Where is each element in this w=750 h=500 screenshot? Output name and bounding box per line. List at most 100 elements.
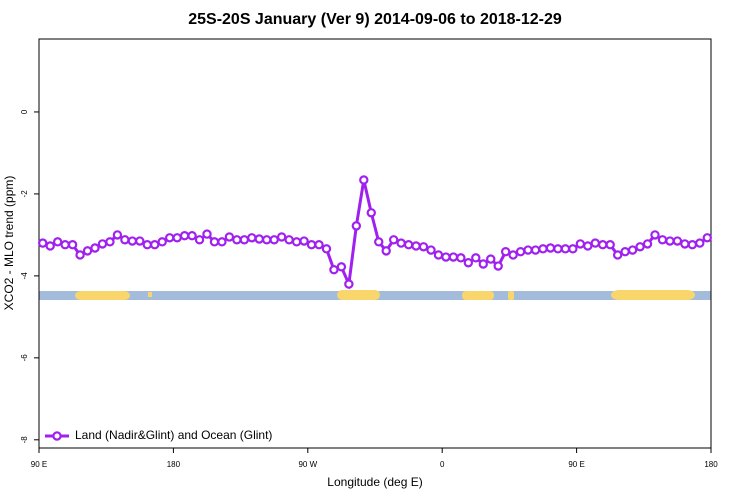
data-point: [254, 234, 264, 244]
data-point: [568, 244, 578, 254]
data-point: [45, 241, 55, 251]
data-point: [448, 252, 459, 262]
x-tick-label: 180: [704, 460, 718, 469]
legend-label: Land (Nadir&Glint) and Ocean (Glint): [75, 428, 272, 442]
data-point: [702, 233, 712, 243]
data-point: [194, 235, 205, 245]
data-point: [135, 236, 145, 246]
data-point: [90, 243, 100, 253]
data-point: [620, 246, 630, 257]
data-point: [344, 279, 354, 289]
data-point: [553, 244, 563, 254]
x-axis-label: Longitude (deg E): [327, 475, 422, 489]
data-point: [396, 238, 406, 248]
data-point: [329, 265, 339, 275]
land-patch: [611, 290, 695, 300]
data-point: [650, 230, 660, 240]
data-point: [202, 229, 212, 239]
data-point: [262, 235, 272, 245]
data-point: [411, 241, 421, 251]
data-point: [500, 246, 511, 257]
y-tick-label: -2: [20, 190, 29, 198]
y-tick-label: -4: [20, 272, 29, 280]
y-tick-label: -6: [20, 354, 29, 362]
data-point: [426, 245, 436, 255]
land-patch: [337, 290, 380, 300]
data-point: [67, 240, 78, 250]
land-patch: [75, 291, 130, 300]
data-point: [82, 246, 93, 256]
data-point: [306, 240, 317, 250]
data-point: [583, 241, 593, 251]
data-point: [418, 242, 429, 252]
data-point: [657, 235, 668, 245]
data-point: [291, 237, 302, 247]
data-point: [612, 250, 623, 260]
data-point: [105, 237, 115, 247]
data-point: [590, 238, 600, 248]
data-point: [374, 237, 384, 247]
data-point: [381, 246, 391, 256]
data-point: [232, 235, 242, 245]
data-point: [403, 240, 414, 250]
data-point: [224, 232, 235, 242]
data-point: [112, 230, 123, 240]
data-point: [127, 236, 138, 246]
land-patch: [462, 291, 494, 300]
data-point: [179, 231, 190, 241]
land-patch: [148, 292, 152, 297]
data-point: [635, 242, 645, 252]
y-axis-label: XCO2 - MLO trend (ppm): [2, 176, 16, 311]
data-point: [172, 233, 182, 243]
x-tick-label: 0: [440, 460, 445, 469]
data-point: [515, 246, 526, 257]
data-point: [336, 262, 347, 272]
data-point: [321, 244, 332, 254]
data-point: [680, 239, 690, 249]
data-point: [695, 238, 705, 248]
y-tick-label: 0: [20, 109, 29, 114]
data-point: [75, 250, 85, 260]
legend-marker: [52, 431, 62, 441]
data-point: [560, 244, 571, 254]
x-tick-label: 180: [167, 460, 181, 469]
data-point: [478, 259, 488, 269]
land-patch: [508, 291, 514, 300]
data-point: [471, 253, 481, 263]
y-tick-label: -8: [20, 436, 29, 444]
chart-title: 25S-20S January (Ver 9) 2014-09-06 to 20…: [188, 11, 562, 28]
data-point: [314, 240, 324, 250]
data-point: [486, 254, 496, 264]
data-point: [97, 239, 108, 249]
data-point: [456, 253, 466, 263]
data-point: [388, 235, 399, 245]
data-point: [164, 233, 175, 243]
data-point: [575, 239, 586, 249]
data-point: [627, 245, 638, 255]
data-point: [209, 237, 220, 247]
data-point: [598, 240, 608, 250]
data-point: [142, 240, 152, 250]
data-point: [299, 236, 309, 246]
x-tick-label: 90 E: [31, 460, 47, 469]
data-point: [269, 235, 279, 245]
data-point: [441, 252, 451, 262]
data-point: [538, 244, 548, 254]
data-point: [672, 236, 683, 246]
data-point: [687, 240, 698, 250]
data-point: [493, 261, 503, 271]
data-point: [545, 243, 556, 253]
data-point: [284, 235, 294, 245]
data-point: [60, 240, 70, 250]
data-point: [665, 236, 675, 246]
data-point: [605, 240, 615, 250]
data-point: [433, 250, 444, 260]
data-point: [463, 258, 474, 268]
data-point: [530, 245, 541, 255]
data-point: [157, 237, 167, 247]
data-point: [217, 237, 227, 247]
data-point: [247, 233, 257, 243]
series-line: [42, 179, 709, 290]
data-point: [120, 235, 130, 245]
